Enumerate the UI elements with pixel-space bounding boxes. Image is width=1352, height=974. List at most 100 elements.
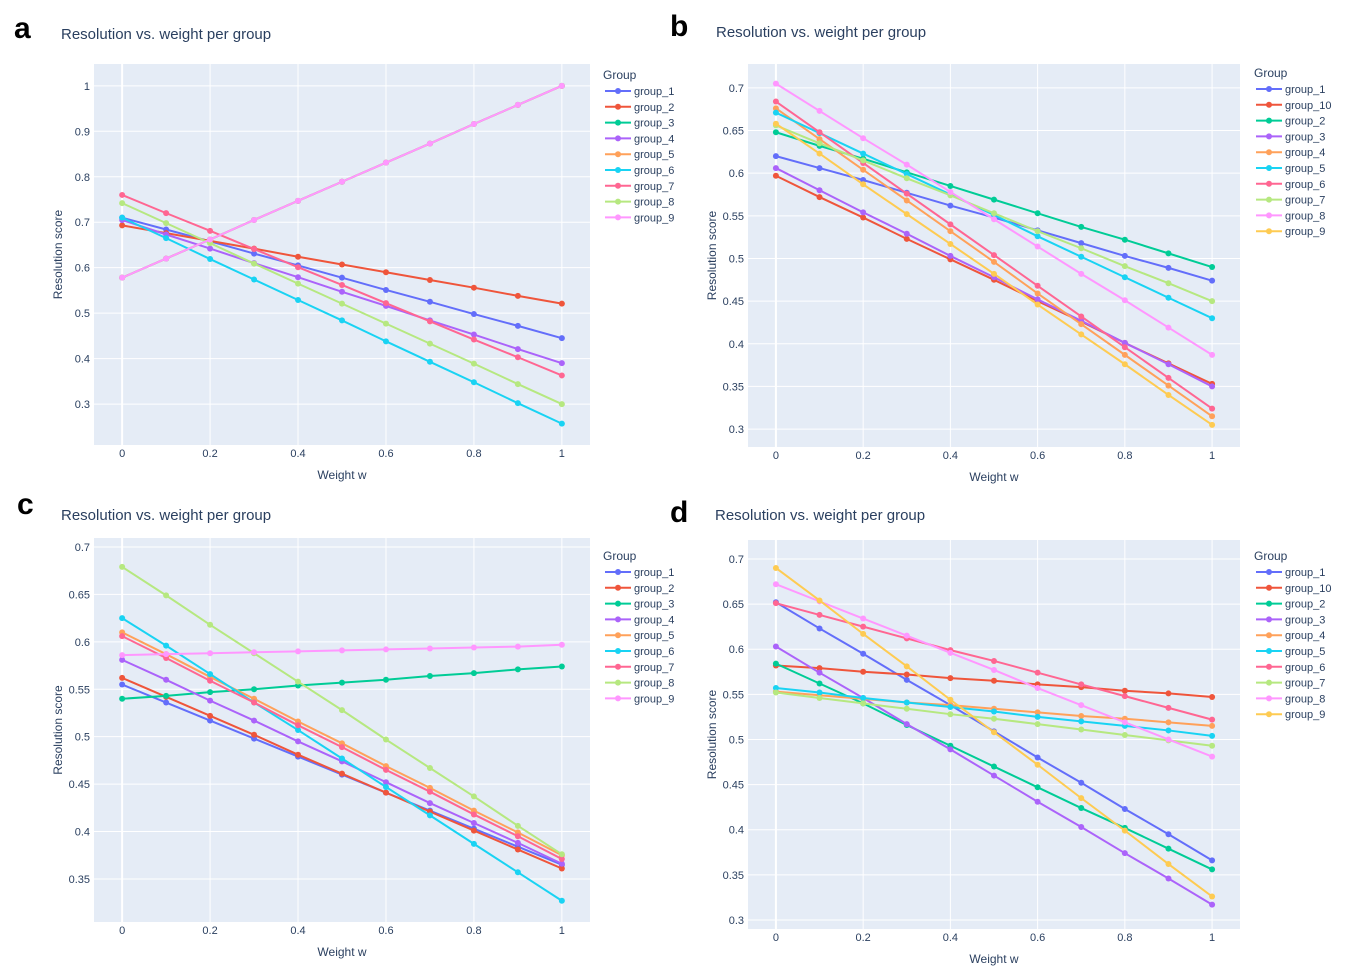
- legend-label: group_10: [1285, 100, 1332, 112]
- data-point: [382, 789, 389, 796]
- data-point: [1121, 850, 1128, 857]
- data-point: [860, 630, 867, 637]
- data-point: [1165, 875, 1172, 882]
- data-point: [339, 707, 345, 714]
- data-point: [947, 240, 954, 247]
- data-point: [514, 400, 521, 407]
- y-axis-title: Resolution score: [51, 685, 65, 775]
- data-point: [1121, 297, 1128, 304]
- data-point: [1209, 722, 1216, 729]
- data-point: [772, 172, 779, 179]
- data-point: [163, 699, 170, 706]
- data-point: [772, 98, 779, 105]
- panel-label: c: [17, 488, 34, 521]
- y-tick-label: 0.7: [729, 83, 744, 95]
- legend-marker: [1266, 648, 1272, 654]
- data-point: [207, 712, 214, 719]
- data-point: [163, 210, 170, 217]
- data-point: [772, 153, 779, 160]
- legend-title: Group: [603, 549, 637, 563]
- data-point: [295, 678, 302, 685]
- legend-label: group_2: [634, 102, 674, 114]
- legend-marker: [615, 648, 621, 654]
- legend-marker: [1266, 711, 1272, 718]
- data-point: [991, 715, 997, 722]
- data-point: [207, 671, 214, 678]
- data-point: [514, 354, 521, 361]
- data-point: [1078, 702, 1085, 709]
- data-point: [1165, 831, 1172, 838]
- data-point: [1209, 732, 1216, 739]
- data-point: [1209, 694, 1216, 701]
- data-point: [1165, 264, 1172, 271]
- data-point: [558, 641, 565, 648]
- data-point: [860, 623, 867, 630]
- data-point: [903, 211, 910, 218]
- data-point: [1034, 798, 1041, 805]
- data-point: [903, 197, 910, 204]
- data-point: [772, 660, 779, 667]
- data-point: [772, 80, 779, 87]
- data-point: [947, 649, 954, 656]
- y-tick-label: 0.4: [75, 354, 90, 366]
- data-point: [1209, 413, 1216, 420]
- legend-label: group_8: [634, 197, 674, 209]
- data-point: [558, 300, 565, 307]
- data-point: [119, 633, 126, 640]
- data-point: [1121, 693, 1128, 700]
- data-point: [1121, 339, 1128, 346]
- legend-title: Group: [603, 68, 637, 82]
- data-point: [295, 648, 302, 655]
- data-point: [339, 300, 345, 307]
- data-point: [207, 245, 214, 252]
- data-point: [991, 708, 997, 715]
- data-point: [426, 672, 433, 679]
- data-point: [426, 800, 433, 807]
- data-point: [991, 252, 997, 259]
- data-point: [119, 615, 126, 622]
- legend-label: group_5: [1285, 646, 1325, 658]
- x-tick-label: 0: [119, 925, 125, 937]
- legend-label: group_4: [1285, 147, 1325, 159]
- data-point: [558, 663, 565, 670]
- data-point: [772, 581, 779, 588]
- data-point: [470, 379, 477, 386]
- data-point: [470, 811, 477, 818]
- data-point: [860, 181, 867, 188]
- data-point: [1034, 243, 1041, 250]
- data-point: [1034, 210, 1041, 217]
- data-point: [1121, 263, 1128, 270]
- data-point: [991, 196, 997, 203]
- data-point: [119, 674, 126, 681]
- data-point: [1034, 301, 1041, 308]
- data-point: [860, 694, 867, 701]
- data-point: [119, 200, 126, 207]
- data-point: [1034, 709, 1041, 716]
- y-tick-label: 0.6: [75, 637, 90, 649]
- data-point: [382, 338, 389, 345]
- data-point: [1121, 274, 1128, 281]
- legend-marker: [615, 135, 621, 142]
- y-tick-label: 0.4: [729, 339, 744, 351]
- data-point: [382, 300, 389, 307]
- data-point: [470, 793, 477, 800]
- data-point: [772, 105, 779, 112]
- legend-label: group_9: [1285, 226, 1325, 238]
- data-point: [163, 592, 170, 599]
- data-point: [1034, 754, 1041, 761]
- x-tick-label: 0.2: [202, 925, 217, 937]
- legend-marker: [1266, 695, 1272, 702]
- data-point: [382, 783, 389, 790]
- y-axis-title: Resolution score: [705, 210, 719, 300]
- legend-marker: [1266, 228, 1272, 235]
- legend-marker: [615, 679, 621, 686]
- x-tick-label: 1: [1209, 932, 1215, 944]
- y-tick-label: 0.3: [729, 915, 744, 927]
- data-point: [558, 897, 565, 904]
- data-point: [207, 677, 214, 684]
- y-tick-label: 0.6: [729, 168, 744, 180]
- legend-marker: [615, 569, 621, 575]
- data-point: [947, 182, 954, 189]
- x-tick-label: 0.2: [856, 450, 871, 462]
- data-point: [207, 227, 214, 234]
